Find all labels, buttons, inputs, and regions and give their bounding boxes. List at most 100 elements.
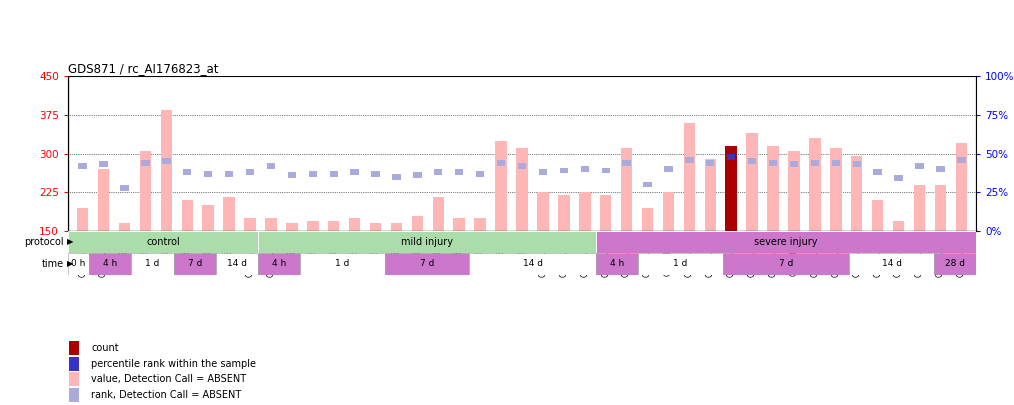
Text: severe injury: severe injury — [754, 237, 817, 247]
Bar — [390, 223, 403, 231]
Bar — [308, 171, 317, 177]
Bar — [830, 148, 842, 231]
Bar — [97, 169, 110, 231]
Bar — [872, 200, 883, 231]
Bar — [68, 253, 89, 275]
Bar — [538, 169, 548, 175]
Bar — [935, 185, 946, 231]
Bar — [746, 133, 757, 231]
Bar — [455, 169, 463, 175]
Bar — [121, 185, 129, 190]
Bar — [69, 373, 79, 386]
Bar — [642, 208, 653, 231]
Bar — [851, 156, 863, 231]
Text: 7 d: 7 d — [420, 260, 434, 269]
Bar — [223, 197, 235, 231]
Text: 1 d: 1 d — [336, 260, 350, 269]
Bar — [286, 223, 298, 231]
Bar — [392, 174, 401, 180]
Bar — [596, 253, 638, 275]
Bar — [768, 146, 779, 231]
Bar — [203, 205, 214, 231]
Bar — [623, 160, 631, 166]
Bar — [99, 162, 107, 167]
Bar — [384, 253, 469, 275]
Text: value, Detection Call = ABSENT: value, Detection Call = ABSENT — [91, 374, 246, 384]
Bar — [69, 388, 79, 402]
Bar — [469, 253, 596, 275]
Bar — [349, 218, 360, 231]
Text: 4 h: 4 h — [609, 260, 625, 269]
Bar — [725, 146, 737, 231]
Text: 14 d: 14 d — [227, 260, 247, 269]
Bar — [495, 141, 507, 231]
Bar — [258, 253, 300, 275]
Bar — [370, 223, 381, 231]
Bar — [244, 218, 256, 231]
Bar — [957, 157, 965, 163]
Bar — [853, 162, 861, 167]
Bar — [78, 163, 87, 169]
Bar — [537, 192, 549, 231]
Bar — [328, 221, 340, 231]
Bar — [914, 185, 925, 231]
Bar — [266, 218, 277, 231]
Bar — [132, 253, 173, 275]
Bar — [453, 218, 465, 231]
Bar — [579, 192, 590, 231]
Bar — [685, 157, 694, 163]
Bar — [288, 172, 296, 178]
Bar — [936, 166, 945, 172]
Bar — [809, 138, 820, 231]
Bar — [141, 160, 150, 166]
Bar — [475, 218, 486, 231]
Bar — [516, 148, 527, 231]
Bar — [371, 171, 379, 177]
Bar — [934, 253, 976, 275]
Bar — [558, 195, 570, 231]
Text: 7 d: 7 d — [188, 260, 202, 269]
Bar — [162, 158, 170, 164]
Bar — [140, 151, 151, 231]
Bar — [225, 171, 233, 177]
Bar — [307, 221, 318, 231]
Bar — [748, 158, 756, 164]
Bar — [643, 181, 652, 188]
Bar — [69, 357, 79, 371]
Text: 14 d: 14 d — [881, 260, 901, 269]
Text: control: control — [146, 237, 179, 247]
Bar — [621, 148, 633, 231]
Text: protocol: protocol — [24, 237, 64, 247]
Text: 7 d: 7 d — [779, 260, 793, 269]
Bar — [414, 172, 422, 178]
Bar — [723, 253, 850, 275]
Bar — [476, 171, 485, 177]
Bar — [267, 163, 275, 169]
Bar — [300, 253, 384, 275]
Bar — [601, 168, 609, 173]
Text: ▶: ▶ — [67, 237, 73, 247]
Bar — [258, 231, 596, 253]
Bar — [68, 76, 976, 231]
Text: 14 d: 14 d — [522, 260, 542, 269]
Bar — [68, 231, 258, 253]
Bar — [351, 169, 359, 175]
Bar — [811, 160, 819, 166]
Bar — [596, 231, 976, 253]
Bar — [955, 143, 967, 231]
Bar — [581, 166, 589, 172]
Text: percentile rank within the sample: percentile rank within the sample — [91, 358, 257, 369]
Text: rank, Detection Call = ABSENT: rank, Detection Call = ABSENT — [91, 390, 241, 400]
Bar — [706, 160, 715, 166]
Bar — [831, 160, 840, 166]
Bar — [560, 168, 568, 173]
Bar — [850, 253, 934, 275]
Bar — [119, 223, 130, 231]
Bar — [412, 215, 423, 231]
Bar — [77, 208, 88, 231]
Bar — [69, 341, 79, 355]
Bar — [873, 169, 882, 175]
Bar — [683, 122, 696, 231]
Bar — [638, 253, 723, 275]
Bar — [204, 171, 212, 177]
